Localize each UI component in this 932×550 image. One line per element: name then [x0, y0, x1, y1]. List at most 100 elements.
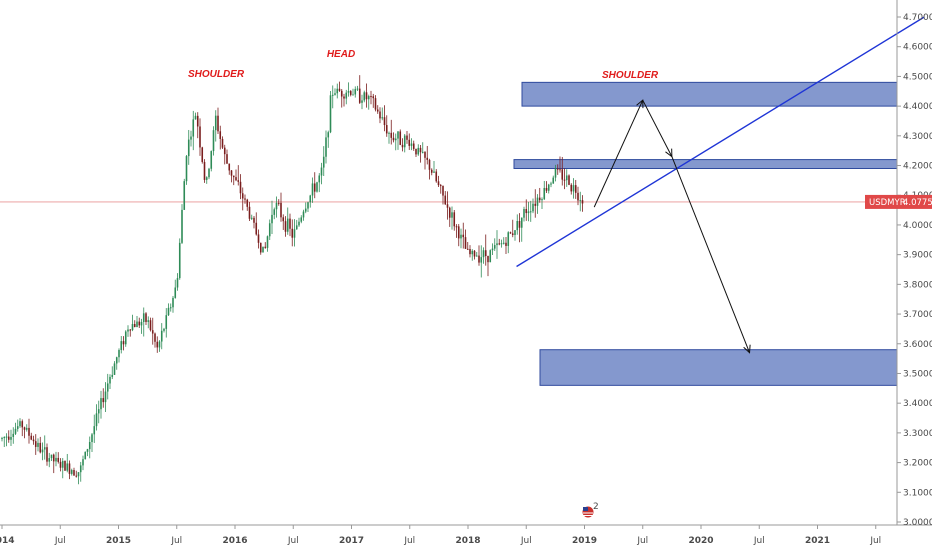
candle-body	[390, 132, 393, 138]
candle-body	[277, 202, 280, 204]
candle-body	[151, 330, 154, 334]
candle-body	[275, 202, 278, 210]
us-flag-icon[interactable]: 2	[581, 502, 599, 519]
candle-body	[356, 88, 359, 90]
candle-body	[55, 457, 57, 462]
candle-body	[136, 321, 138, 328]
candle-body	[511, 233, 514, 236]
candle-body	[30, 435, 33, 440]
candle-body	[469, 249, 471, 255]
candle-body	[109, 376, 111, 384]
candle-body	[313, 183, 316, 192]
y-tick-label: 4.3000	[903, 132, 932, 142]
y-tick-label: 4.6000	[903, 43, 932, 53]
candle-body	[273, 209, 276, 215]
y-tick-label: 3.1000	[903, 488, 932, 498]
candle-body	[73, 470, 75, 476]
candle-body	[84, 451, 87, 460]
candle-body	[399, 131, 402, 145]
candle-body	[325, 137, 327, 157]
annotation-shoulder[interactable]: SHOULDER	[188, 69, 245, 80]
candle-body	[138, 321, 141, 326]
target-support-zone[interactable]	[539, 349, 898, 386]
annotation-head[interactable]: HEAD	[327, 49, 355, 60]
annotation-shoulder[interactable]: SHOULDER	[602, 70, 659, 81]
projection-segment[interactable]	[642, 99, 673, 157]
candle-body	[185, 156, 188, 182]
candle-body	[574, 185, 577, 193]
candle-body	[577, 192, 579, 201]
candle-body	[82, 459, 84, 466]
y-tick-label: 4.5000	[903, 72, 932, 82]
candle-body	[410, 143, 413, 146]
candle-body	[95, 413, 98, 427]
x-tick-label: 2015	[106, 536, 131, 546]
projection-segment[interactable]	[593, 99, 644, 208]
x-tick-label: 2018	[455, 536, 480, 546]
candle-body	[127, 329, 129, 332]
candle-body	[163, 328, 165, 331]
candle-body	[262, 246, 264, 253]
candle-body	[212, 130, 215, 152]
candle-body	[102, 398, 105, 403]
candle-body	[221, 138, 224, 148]
upper-resistance-zone[interactable]	[521, 81, 898, 107]
candle-body	[415, 148, 417, 155]
candle-body	[140, 321, 143, 326]
candle-body	[545, 187, 548, 191]
candle-body	[118, 350, 120, 358]
candle-body	[156, 341, 159, 348]
y-tick-label: 3.2000	[903, 459, 932, 469]
candle-body	[14, 428, 17, 434]
candle-body	[32, 439, 35, 442]
candle-body	[257, 234, 260, 243]
candle-body	[5, 436, 8, 438]
candle-body	[442, 185, 444, 196]
x-tick-label: Jul	[636, 536, 648, 546]
candle-body	[316, 182, 318, 192]
candle-body	[25, 427, 28, 430]
candle-body	[133, 323, 136, 328]
candle-body	[444, 195, 447, 205]
candle-body	[120, 341, 123, 351]
candle-body	[39, 442, 42, 453]
candle-body	[304, 208, 307, 212]
candle-body	[235, 177, 237, 181]
candle-body	[158, 341, 161, 348]
candle-body	[106, 383, 109, 392]
candle-body	[208, 168, 210, 178]
candle-body	[482, 250, 485, 258]
candle-body	[367, 96, 370, 100]
uptrend-line[interactable]	[516, 16, 925, 268]
candle-body	[448, 207, 451, 218]
y-tick-label: 3.5000	[903, 369, 932, 379]
candle-body	[268, 223, 271, 237]
candle-body	[165, 315, 168, 329]
candle-body	[372, 96, 375, 99]
candle-body	[385, 125, 388, 134]
candle-body	[363, 92, 366, 101]
candle-body	[338, 88, 341, 91]
candle-body	[61, 460, 64, 468]
event-count-badge: 2	[593, 502, 599, 512]
x-tick-label: 2019	[572, 536, 597, 546]
candle-body	[66, 463, 69, 471]
candle-body	[149, 320, 152, 331]
last-price-value: 4.0775	[903, 198, 932, 208]
candle-body	[327, 132, 330, 138]
candle-body	[489, 250, 492, 263]
candle-body	[473, 250, 476, 257]
candle-body	[424, 151, 426, 158]
candle-body	[104, 391, 107, 403]
projection-segment[interactable]	[671, 156, 751, 353]
candle-body	[581, 200, 584, 204]
candle-body	[241, 193, 244, 199]
candle-body	[435, 171, 438, 182]
candle-body	[7, 436, 10, 440]
y-tick-label: 3.4000	[903, 399, 932, 409]
candle-body	[570, 184, 573, 192]
candle-body	[392, 137, 395, 141]
middle-resistance-zone[interactable]	[513, 159, 898, 170]
candle-body	[498, 243, 501, 245]
